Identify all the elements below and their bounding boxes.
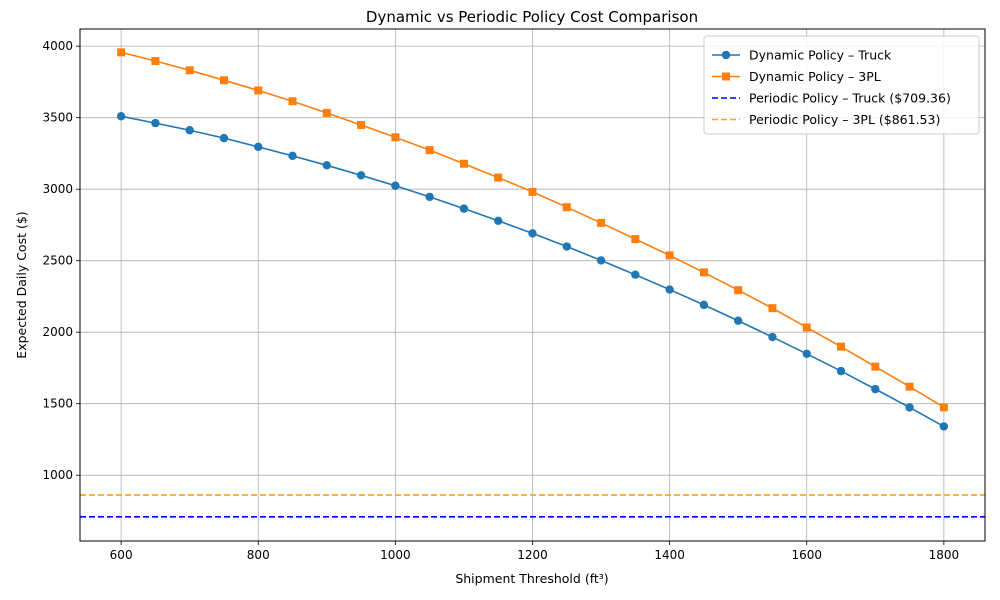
data-point <box>117 48 126 57</box>
legend-marker <box>722 72 730 81</box>
x-tick-label: 600 <box>110 548 133 562</box>
data-point <box>288 97 297 106</box>
data-point <box>357 120 366 129</box>
y-tick-label: 4000 <box>42 39 73 53</box>
x-axis: 600 800 1000 1200 1400 1600 1800 <box>110 541 959 562</box>
data-point <box>871 384 880 394</box>
y-axis: 1000 1500 2000 2500 3000 3500 4000 <box>42 39 80 482</box>
data-point <box>322 108 331 117</box>
y-tick-label: 1500 <box>42 397 73 411</box>
data-point <box>836 366 846 376</box>
data-point <box>699 300 709 310</box>
data-point <box>528 229 537 238</box>
data-point <box>733 316 743 325</box>
chart-title: Dynamic vs Periodic Policy Cost Comparis… <box>366 8 698 26</box>
data-point <box>802 323 811 332</box>
y-axis-label: Expected Daily Cost ($) <box>14 211 29 358</box>
data-point <box>939 403 948 412</box>
series-markers <box>116 48 949 431</box>
data-point <box>631 235 640 244</box>
data-point <box>562 242 571 251</box>
data-point <box>631 270 640 279</box>
data-point <box>768 332 777 342</box>
data-point <box>391 181 400 190</box>
data-point <box>734 286 743 295</box>
legend-label: Periodic Policy – Truck ($709.36) <box>749 91 951 106</box>
legend: Dynamic Policy – Truck Dynamic Policy – 3… <box>703 35 980 135</box>
data-point <box>596 256 606 265</box>
data-point <box>528 187 537 196</box>
data-point <box>802 349 811 358</box>
x-tick-label: 1000 <box>380 548 411 562</box>
data-point <box>939 422 949 431</box>
data-point <box>665 285 674 294</box>
data-point <box>425 146 434 155</box>
data-point <box>185 66 194 75</box>
data-point <box>494 173 503 182</box>
data-point <box>597 218 606 227</box>
data-point <box>905 382 914 391</box>
data-point <box>288 151 297 161</box>
data-point <box>905 403 914 412</box>
data-point <box>254 142 263 152</box>
data-point <box>322 161 332 170</box>
y-tick-label: 3500 <box>42 111 73 125</box>
data-point <box>768 304 777 313</box>
data-point <box>219 133 229 143</box>
grid <box>80 29 985 541</box>
data-point <box>151 57 160 66</box>
reference-lines <box>80 494 985 518</box>
y-tick-label: 1000 <box>42 468 73 482</box>
data-point <box>254 86 263 95</box>
legend-label: Dynamic Policy – Truck <box>749 48 892 63</box>
data-point <box>837 342 846 351</box>
y-tick-label: 3000 <box>42 182 73 196</box>
data-point <box>219 76 228 85</box>
legend-label: Dynamic Policy – 3PL <box>749 69 881 84</box>
x-axis-label: Shipment Threshold (ft³) <box>455 571 608 586</box>
legend-box <box>703 35 980 135</box>
legend-label: Periodic Policy – 3PL ($861.53) <box>749 112 940 127</box>
data-point <box>356 171 366 180</box>
data-point <box>699 268 708 277</box>
data-point <box>391 133 400 142</box>
data-point <box>665 251 674 260</box>
data-point <box>459 204 469 213</box>
x-tick-label: 1400 <box>654 548 685 562</box>
y-tick-label: 2500 <box>42 254 73 268</box>
data-point <box>185 126 194 135</box>
data-point <box>151 118 160 128</box>
data-point <box>562 203 571 212</box>
x-tick-label: 1600 <box>791 548 822 562</box>
x-tick-label: 800 <box>247 548 270 562</box>
data-point <box>459 159 468 168</box>
data-point <box>425 192 434 202</box>
data-point <box>116 112 126 121</box>
legend-marker <box>721 50 731 60</box>
data-point <box>871 362 880 371</box>
y-tick-label: 2000 <box>42 325 73 339</box>
data-point <box>494 216 503 225</box>
x-tick-label: 1800 <box>929 548 960 562</box>
x-tick-label: 1200 <box>517 548 548 562</box>
